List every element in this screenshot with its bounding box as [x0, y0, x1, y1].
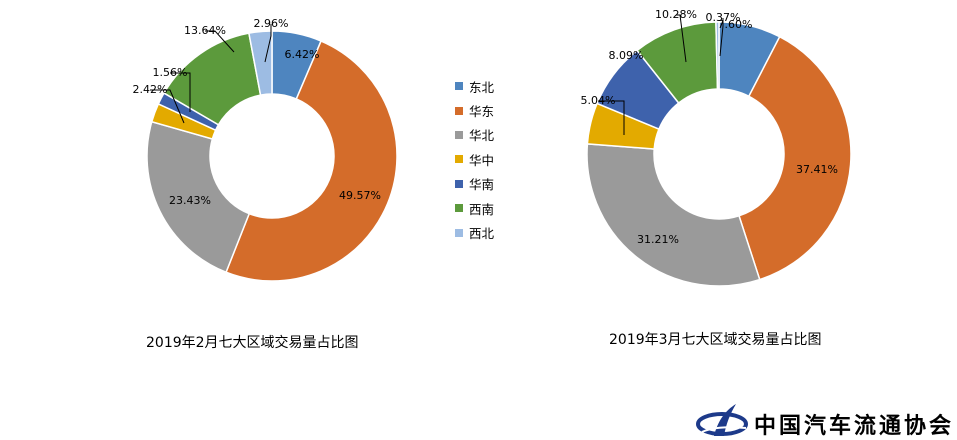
legend-label: 华中	[469, 152, 495, 168]
data-label: 23.43%	[169, 194, 211, 207]
legend-item-xinan: 西南	[455, 196, 494, 220]
legend-label: 华东	[469, 104, 495, 120]
donut-slice-feb-6	[248, 30, 273, 96]
donut-slice-mar-2	[586, 143, 761, 287]
legend-swatch	[455, 155, 463, 164]
donut-slice-feb-2	[146, 120, 251, 274]
logo-text: 中国汽车流通协会	[754, 413, 955, 439]
donut-slice-feb-1	[225, 40, 398, 282]
legend-label: 西北	[469, 226, 495, 242]
data-label: 2.96%	[254, 17, 289, 30]
leader-line	[719, 18, 724, 57]
legend-label: 华南	[469, 177, 495, 193]
logo-emblem-icon	[696, 404, 748, 436]
data-label: 37.41%	[796, 163, 838, 176]
legend-swatch	[455, 228, 463, 237]
data-label: 49.57%	[339, 189, 381, 202]
leader-line	[264, 24, 272, 63]
leader-line	[205, 30, 235, 53]
legend-swatch	[455, 82, 463, 91]
legend-label: 西南	[469, 201, 495, 217]
data-label: 5.04%	[581, 94, 616, 107]
data-label: 8.09%	[609, 49, 644, 62]
legend-item-huanan: 华南	[455, 172, 494, 196]
legend-item-dongbei: 东北	[455, 74, 494, 98]
data-label: 2.42%	[133, 83, 168, 96]
leader-line	[676, 14, 687, 63]
donut-slice-mar-6	[715, 21, 720, 90]
legend-swatch	[455, 204, 463, 213]
donut-chart-feb: 6.42% 49.57% 23.43% 2.42% 1.56% 13.64% 2.96%	[133, 17, 398, 282]
data-label: 10.28%	[655, 8, 697, 21]
donut-chart-mar: 7.60% 37.41% 31.21% 5.04% 8.09% 10.28% 0.37%	[581, 8, 852, 287]
legend-item-huabei: 华北	[455, 123, 494, 147]
legend-label: 华北	[469, 128, 495, 144]
data-label: 0.37%	[706, 11, 741, 24]
legend-swatch	[455, 179, 463, 188]
association-logo: 中国汽车流通协会	[696, 402, 957, 439]
leader-line	[170, 72, 191, 112]
legend-item-huadong: 华东	[455, 98, 494, 122]
data-label: 13.64%	[184, 24, 226, 37]
legend-swatch	[455, 130, 463, 139]
legend: 东北 华东 华北 华中 华南 西南 西北	[455, 74, 494, 245]
legend-label: 东北	[469, 79, 495, 95]
legend-item-xibei: 西北	[455, 220, 494, 244]
leader-line	[598, 100, 625, 135]
chart-title-feb: 2019年2月七大区域交易量占比图	[146, 335, 359, 351]
donut-slice-mar-1	[738, 35, 852, 281]
data-label: 1.56%	[153, 66, 188, 79]
leader-line	[150, 89, 185, 124]
data-label: 31.21%	[637, 233, 679, 246]
data-label: 6.42%	[285, 48, 320, 61]
legend-swatch	[455, 106, 463, 115]
data-label: 7.60%	[718, 18, 753, 31]
legend-item-huazhong: 华中	[455, 147, 494, 171]
chart-title-mar: 2019年3月七大区域交易量占比图	[609, 332, 822, 348]
